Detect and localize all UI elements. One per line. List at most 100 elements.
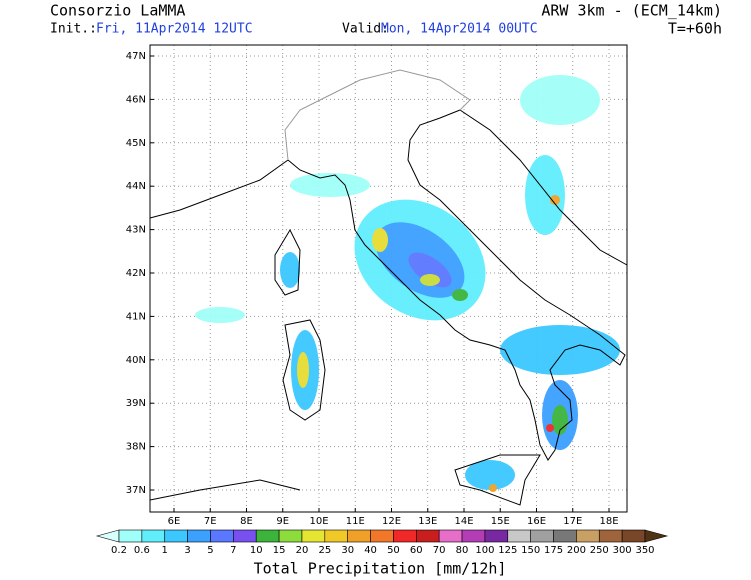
colorbar-box (553, 529, 577, 543)
map-frame (149, 44, 628, 513)
colorbar-box (347, 529, 371, 543)
colorbar-box (187, 529, 211, 543)
colorbar-label: 125 (498, 545, 517, 556)
lon-label: 7E (204, 516, 217, 527)
colorbar: 0.2 0.6 1 3 5 7 10 15 20 25 30 40 50 60 70 80 100 125 150 1… (95, 529, 669, 556)
init-time: Fri, 11Apr2014 12UTC (96, 22, 253, 37)
lon-label: 17E (563, 516, 582, 527)
precip-area (500, 325, 620, 375)
colorbar-label: 100 (475, 545, 494, 556)
colorbar-label: 70 (433, 545, 446, 556)
valid-label: Valid: (342, 22, 389, 37)
colorbar-box (530, 529, 554, 543)
model-title: ARW 3km - (ECM_14km) (541, 2, 722, 20)
map-area (149, 44, 628, 513)
colorbar-label: 10 (250, 545, 263, 556)
precip-area (546, 424, 554, 432)
colorbar-box (621, 529, 646, 543)
colorbar-label: 50 (387, 545, 400, 556)
precip-area (525, 155, 565, 235)
org-title: Consorzio LaMMA (50, 2, 185, 20)
precip-area (552, 405, 568, 435)
lat-label: 46N (126, 94, 146, 105)
colorbar-end (644, 529, 669, 543)
colorbar-box (255, 529, 280, 543)
colorbar-end (95, 529, 120, 543)
lon-label: 9E (276, 516, 289, 527)
colorbar-label: 25 (318, 545, 331, 556)
sardinia-coast (282, 319, 326, 421)
colorbar-box (507, 529, 531, 543)
colorbar-label: 350 (635, 545, 654, 556)
lat-label: 47N (126, 51, 146, 62)
precip-area (372, 228, 388, 252)
colorbar-box (164, 529, 188, 543)
africa-coast (149, 479, 301, 501)
lat-label: 44N (126, 181, 146, 192)
colorbar-label: 0.2 (111, 545, 127, 556)
colorbar-label: 250 (590, 545, 609, 556)
precip-area (290, 173, 370, 197)
lat-label: 39N (126, 398, 146, 409)
colorbar-label: 80 (456, 545, 469, 556)
colorbar-label: 1 (162, 545, 168, 556)
colorbar-title: Total Precipitation [mm/12h] (254, 560, 507, 578)
lon-label: 11E (346, 516, 365, 527)
colorbar-label: 20 (296, 545, 309, 556)
colorbar-label: 60 (410, 545, 423, 556)
colorbar-box (416, 529, 440, 543)
lon-label: 8E (240, 516, 253, 527)
colorbar-label: 3 (184, 545, 190, 556)
france-coast (149, 159, 289, 219)
lat-label: 43N (126, 225, 146, 236)
precipitation (195, 75, 620, 492)
precip-area (420, 274, 440, 286)
colorbar-box (461, 529, 486, 543)
colorbar-label: 175 (544, 545, 563, 556)
lat-label: 38N (126, 442, 146, 453)
lon-label: 13E (418, 516, 437, 527)
precip-area (452, 289, 468, 301)
colorbar-label: 150 (521, 545, 540, 556)
coastlines (149, 69, 628, 506)
colorbar-label: 5 (207, 545, 213, 556)
colorbar-label: 40 (364, 545, 377, 556)
colorbar-box (438, 529, 463, 543)
precip-area (489, 484, 497, 492)
colorbar-label: 30 (341, 545, 354, 556)
lon-label: 14E (454, 516, 473, 527)
colorbar-box (141, 529, 166, 543)
lon-label: 16E (527, 516, 546, 527)
balkan-coast (459, 109, 628, 266)
colorbar-box (301, 529, 326, 543)
lat-label: 40N (126, 355, 146, 366)
colorbar-label: 0.6 (134, 545, 150, 556)
colorbar-box (370, 529, 394, 543)
precip-area (195, 307, 245, 323)
colorbar-box (233, 529, 257, 543)
lon-label: 10E (309, 516, 328, 527)
sicily-coast (454, 454, 541, 506)
colorbar-label: 15 (273, 545, 286, 556)
precip-area (408, 252, 452, 288)
precip-area (520, 75, 600, 125)
colorbar-box (598, 529, 623, 543)
colorbar-box (484, 529, 509, 543)
colorbar-label: 300 (613, 545, 632, 556)
forecast-step: T=+60h (668, 20, 722, 38)
corsica-coast (274, 228, 301, 296)
colorbar-label: 7 (230, 545, 236, 556)
italy-coast (287, 109, 626, 461)
precip-area (280, 252, 300, 288)
colorbar-box (118, 529, 143, 543)
colorbar-box (278, 529, 303, 543)
lon-label: 15E (491, 516, 510, 527)
colorbar-label: 200 (567, 545, 586, 556)
valid-time: Mon, 14Apr2014 00UTC (381, 22, 538, 37)
init-label: Init.: (50, 22, 97, 37)
precip-area (465, 460, 515, 490)
lon-label: 12E (382, 516, 401, 527)
lon-label: 18E (599, 516, 618, 527)
colorbar-box (393, 529, 417, 543)
